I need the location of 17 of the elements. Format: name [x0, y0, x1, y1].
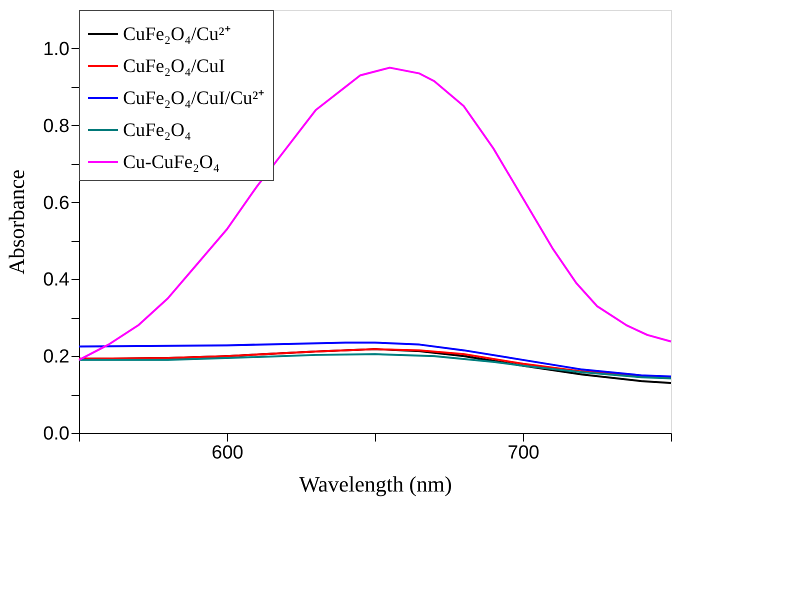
y-tick-label: 0.2: [43, 346, 70, 368]
y-tick-label: 1.0: [43, 38, 70, 60]
x-axis-title: Wavelength (nm): [299, 472, 452, 496]
line-series: [78, 353, 672, 380]
legend-label: CuFe₂O₄/Cu²⁺: [123, 24, 230, 45]
legend-label: CuFe₂O₄/CuI/Cu²⁺: [123, 88, 264, 109]
y-axis-title: Absorbance: [4, 169, 30, 275]
y-tick-label: 0.8: [43, 116, 70, 137]
y-tick-label: 0.4: [43, 270, 70, 291]
legend-label: CuFe₂O₄/CuI: [123, 56, 225, 77]
legend-label: CuFe₂O₄: [123, 120, 192, 141]
x-tick-label: 700: [508, 442, 540, 464]
line-series: [78, 342, 672, 378]
y-tick-label: 0.6: [43, 192, 70, 214]
y-tick-label: 0.0: [43, 424, 70, 444]
x-tick-label: 600: [212, 442, 244, 464]
legend-label: Cu-CuFe₂O₄: [123, 152, 220, 173]
